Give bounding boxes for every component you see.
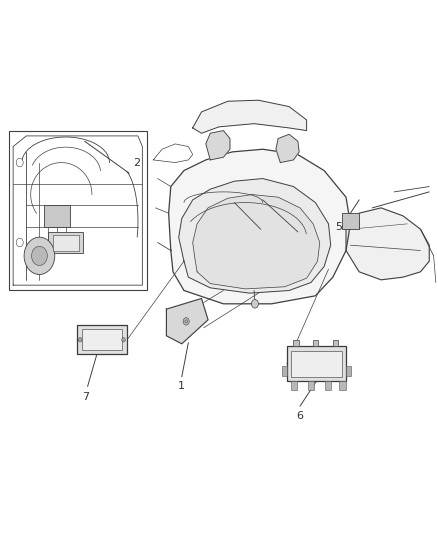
Polygon shape xyxy=(166,298,208,344)
Bar xyxy=(9,131,147,290)
Bar xyxy=(313,340,318,346)
Text: 2: 2 xyxy=(134,158,141,168)
Bar xyxy=(282,366,287,376)
Bar xyxy=(291,381,297,390)
Text: 5: 5 xyxy=(335,222,342,231)
Circle shape xyxy=(16,158,23,167)
Bar xyxy=(82,329,122,350)
Polygon shape xyxy=(169,149,350,304)
Polygon shape xyxy=(346,208,429,280)
Bar xyxy=(342,213,359,229)
Bar xyxy=(346,366,351,376)
Bar xyxy=(333,340,338,346)
Polygon shape xyxy=(193,195,320,289)
Circle shape xyxy=(251,300,258,308)
Bar xyxy=(339,381,346,390)
Bar xyxy=(48,232,83,253)
Circle shape xyxy=(183,318,189,325)
Bar xyxy=(291,351,342,377)
Circle shape xyxy=(78,338,82,342)
Polygon shape xyxy=(193,100,307,133)
Bar xyxy=(325,381,331,390)
Bar xyxy=(293,340,299,346)
Circle shape xyxy=(185,320,187,323)
Text: 1: 1 xyxy=(178,381,185,391)
Bar xyxy=(77,325,127,354)
Text: 7: 7 xyxy=(82,392,89,402)
Circle shape xyxy=(24,237,55,274)
Polygon shape xyxy=(206,131,230,160)
Bar xyxy=(287,346,346,381)
Text: 6: 6 xyxy=(297,411,304,422)
Bar xyxy=(308,381,314,390)
Circle shape xyxy=(122,338,125,342)
Bar xyxy=(53,235,79,251)
Circle shape xyxy=(16,238,23,247)
Polygon shape xyxy=(276,134,299,163)
Bar xyxy=(44,205,70,227)
Circle shape xyxy=(32,246,47,265)
Polygon shape xyxy=(179,179,331,293)
